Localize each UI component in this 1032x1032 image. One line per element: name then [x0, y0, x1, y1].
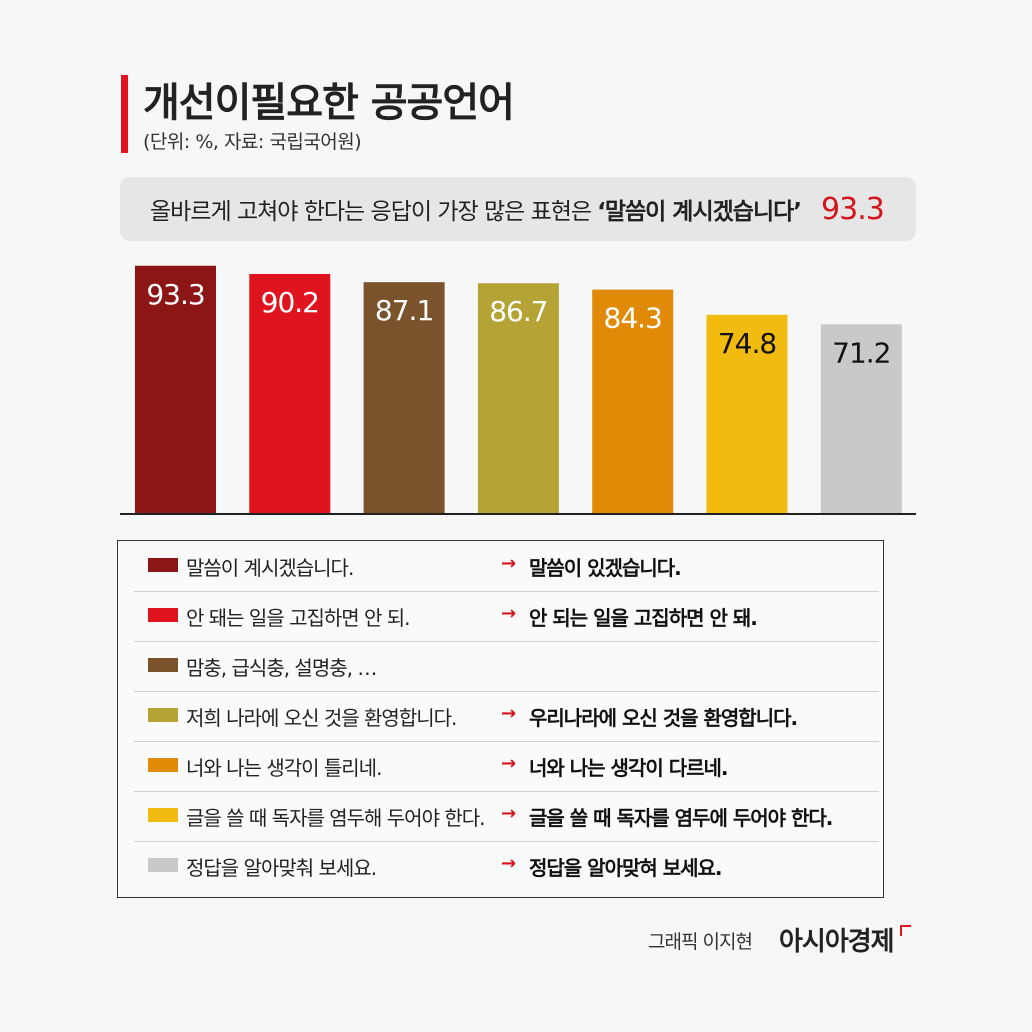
- legend-swatch: [148, 558, 178, 572]
- arrow-right-icon: →: [501, 803, 517, 824]
- legend-correct-expression: 글을 쓸 때 독자를 염두에 두어야 한다.: [529, 806, 833, 830]
- legend-swatch: [148, 858, 178, 872]
- legend-swatch: [148, 658, 178, 672]
- arrow-right-icon: →: [501, 853, 517, 874]
- graphic-credit: 그래픽 이지현: [648, 931, 753, 953]
- bar-value-label: 90.2: [261, 286, 319, 319]
- bar-value-label: 84.3: [604, 302, 662, 335]
- bar: [820, 324, 902, 513]
- legend-row: 정답을 알아맞춰 보세요. → 정답을 알아맞혀 보세요.: [118, 841, 883, 891]
- arrow-right-icon: →: [501, 603, 517, 624]
- title-accent-bar: [121, 75, 128, 153]
- legend-swatch: [148, 708, 178, 722]
- legend-row: 너와 나는 생각이 틀리네. → 너와 나는 생각이 다르네.: [118, 741, 883, 791]
- legend-swatch: [148, 808, 178, 822]
- legend-correct-expression: 너와 나는 생각이 다르네.: [529, 756, 728, 780]
- legend-wrong-expression: 정답을 알아맞춰 보세요.: [186, 856, 377, 880]
- legend-row: 맘충, 급식충, 설명충, …: [118, 641, 883, 691]
- brand-logo-text: 아시아경제: [779, 927, 895, 957]
- bar-chart: 93.3 90.2 87.1 86.7 84.3 74.8 71.2: [120, 265, 916, 515]
- bar-value-label: 87.1: [375, 294, 433, 327]
- bar: [135, 265, 216, 513]
- bar-value-label: 86.7: [489, 295, 547, 328]
- bar-value-label: 74.8: [718, 327, 776, 360]
- legend-box: 말씀이 계시겠습니다. → 말씀이 있겠습니다. 안 돼는 일을 고집하면 안 되. →…: [117, 540, 884, 898]
- legend-wrong-expression: 너와 나는 생각이 틀리네.: [186, 756, 382, 780]
- highlight-box: 올바르게 고쳐야 한다는 응답이 가장 많은 표현은 ‘말씀이 계시겠습니다’ …: [120, 177, 916, 241]
- arrow-right-icon: →: [501, 753, 517, 774]
- legend-wrong-expression: 안 돼는 일을 고집하면 안 되.: [186, 606, 411, 630]
- page-title: 개선이필요한 공공언어: [143, 80, 515, 126]
- legend-row: 글을 쓸 때 독자를 염두해 두어야 한다. → 글을 쓸 때 독자를 염두에 두어…: [118, 791, 883, 841]
- bar: [249, 273, 331, 513]
- highlight-text: 올바르게 고쳐야 한다는 응답이 가장 많은 표현은: [150, 199, 592, 225]
- legend-correct-expression: 안 되는 일을 고집하면 안 돼.: [529, 606, 758, 630]
- legend-correct-expression: 정답을 알아맞혀 보세요.: [529, 856, 723, 880]
- bar: [363, 282, 445, 513]
- legend-wrong-expression: 말씀이 계시겠습니다.: [186, 556, 354, 580]
- legend-correct-expression: 우리나라에 오신 것을 환영합니다.: [529, 706, 798, 730]
- legend-row: 저희 나라에 오신 것을 환영합니다. → 우리나라에 오신 것을 환영합니다.: [118, 691, 883, 741]
- bar: [477, 283, 559, 513]
- arrow-right-icon: →: [501, 553, 517, 574]
- bar-value-label: 93.3: [146, 278, 204, 311]
- highlight-quote: ‘말씀이 계시겠습니다’: [597, 199, 802, 225]
- legend-wrong-expression: 맘충, 급식충, 설명충, …: [186, 656, 377, 680]
- legend-wrong-expression: 저희 나라에 오신 것을 환영합니다.: [186, 706, 457, 730]
- legend-row: 말씀이 계시겠습니다. → 말씀이 있겠습니다.: [118, 541, 883, 591]
- highlight-value: 93.3: [821, 191, 885, 227]
- legend-swatch: [148, 758, 178, 772]
- unit-source-note: (단위: %, 자료: 국립국어원): [143, 131, 362, 153]
- legend-correct-expression: 말씀이 있겠습니다.: [529, 556, 682, 580]
- legend-row: 안 돼는 일을 고집하면 안 되. → 안 되는 일을 고집하면 안 돼.: [118, 591, 883, 641]
- bar: [592, 289, 674, 513]
- legend-wrong-expression: 글을 쓸 때 독자를 염두해 두어야 한다.: [186, 806, 486, 830]
- arrow-right-icon: →: [501, 703, 517, 724]
- brand-mark-icon: [900, 925, 911, 936]
- legend-swatch: [148, 608, 178, 622]
- bar-value-label: 71.2: [832, 336, 890, 369]
- bar: [706, 314, 788, 513]
